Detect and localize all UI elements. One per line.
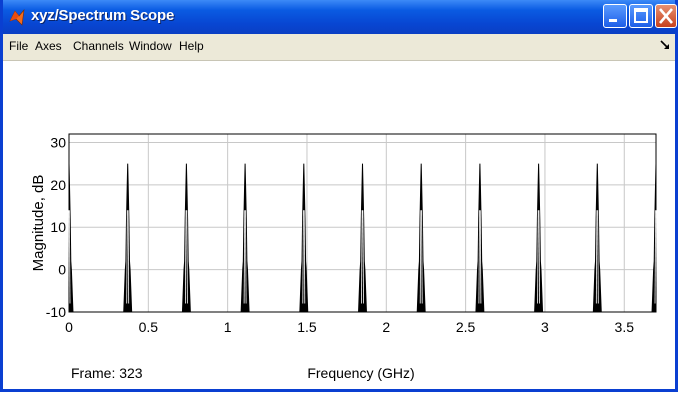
spectrum-peak [592, 163, 602, 313]
spectrum-peak [358, 163, 367, 313]
matlab-icon [9, 9, 25, 26]
menu-help[interactable]: Help [179, 39, 204, 53]
spectrum-peak [534, 163, 544, 313]
spectrum-peak-highlight [245, 210, 247, 304]
spectrum-peak-highlight [186, 210, 188, 304]
spectrum-trace [67, 163, 658, 313]
y-tick-label: 10 [50, 219, 66, 235]
minimize-button[interactable] [603, 4, 627, 28]
x-tick-label: 2.5 [456, 319, 476, 335]
plot-area: 0 0.5 1 1.5 2 2.5 3 3.5 -10 0 10 20 30 Magnitude, d… [3, 61, 675, 389]
frame-counter: Frame: 323 [71, 365, 143, 381]
menu-window[interactable]: Window [129, 39, 172, 53]
y-tick-label: 20 [50, 177, 66, 193]
menu-file[interactable]: File [9, 39, 29, 53]
spectrum-peak-highlight [303, 210, 306, 304]
x-tick-label: 0 [65, 319, 73, 335]
spectrum-peak-highlight [302, 210, 304, 304]
minimize-icon [609, 19, 617, 22]
dock-arrow-icon[interactable] [660, 40, 670, 50]
spectrum-peak [240, 163, 250, 313]
spectrum-peak [181, 163, 191, 313]
spectrum-peak-highlight [597, 210, 599, 304]
spectrum-peak-highlight [538, 210, 540, 304]
spectrum-peak-highlight [595, 210, 598, 304]
y-axis-label: Magnitude, dB [30, 175, 47, 272]
spectrum-peak-highlight [127, 210, 130, 304]
x-tick-label: 2 [382, 319, 390, 335]
x-tick-label: 1 [224, 319, 232, 335]
spectrum-peak-highlight [362, 210, 364, 304]
y-tick-label: -10 [46, 304, 66, 320]
menu-axes[interactable]: Axes [35, 39, 62, 53]
close-icon [659, 8, 673, 24]
x-tick-label: 3.5 [615, 319, 635, 335]
spectrum-peak-highlight [421, 210, 423, 304]
spectrum-peak [299, 163, 309, 313]
spectrum-peak [475, 163, 485, 313]
close-button[interactable] [655, 4, 677, 28]
x-tick-label: 1.5 [297, 319, 317, 335]
spectrum-peak-highlight [537, 210, 539, 304]
spectrum-peak-highlight [185, 210, 187, 304]
menu-bar: File Axes Channels Window Help [3, 34, 675, 61]
y-tick-label: 0 [58, 262, 66, 278]
y-tick-labels: -10 0 10 20 30 [46, 134, 66, 320]
x-axis-label: Frequency (GHz) [307, 365, 414, 381]
spectrum-peak-highlight [67, 210, 70, 304]
spectrum-peak-highlight [655, 210, 658, 304]
x-tick-label: 0.5 [139, 319, 159, 335]
title-bar[interactable]: xyz/Spectrum Scope [3, 0, 677, 34]
spectrum-peak-highlight [478, 210, 480, 304]
x-tick-labels: 0 0.5 1 1.5 2 2.5 3 3.5 [65, 319, 634, 335]
spectrum-peak-highlight [126, 210, 128, 304]
spectrum-peak-highlight [654, 210, 657, 304]
y-tick-label: 30 [50, 134, 66, 150]
maximize-button[interactable] [629, 4, 653, 28]
maximize-icon [634, 8, 648, 23]
spectrum-peak [123, 163, 133, 313]
spectrum-peak-highlight [419, 210, 422, 304]
spectrum-peak [416, 163, 426, 313]
spectrum-peak-highlight [68, 210, 71, 304]
spectrum-peak-highlight [361, 210, 363, 304]
x-tick-label: 3 [541, 319, 549, 335]
spectrum-peak-highlight [479, 210, 482, 304]
window-title: xyz/Spectrum Scope [31, 7, 175, 24]
menu-channels[interactable]: Channels [73, 39, 124, 53]
spectrum-peak-highlight [243, 210, 246, 304]
